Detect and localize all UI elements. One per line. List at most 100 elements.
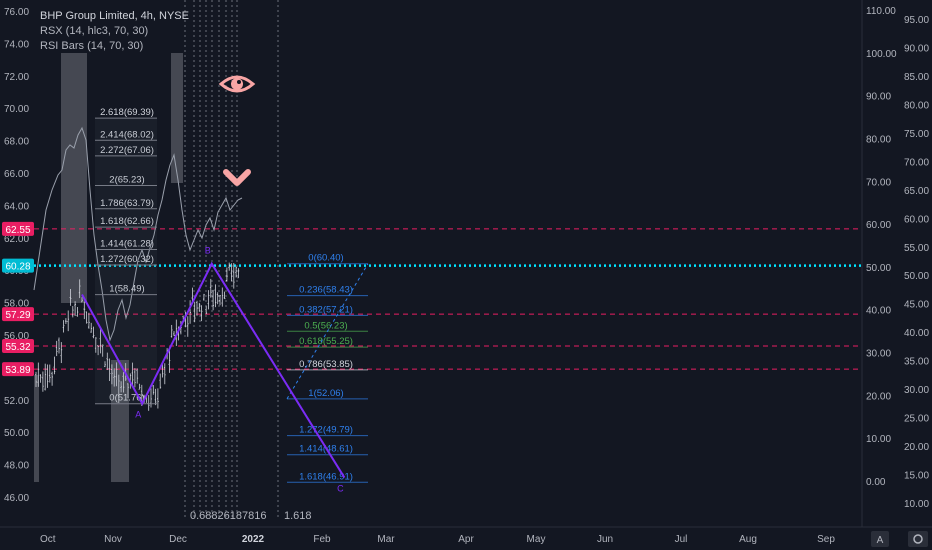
time-tick-label: Oct xyxy=(40,534,56,545)
oversold-zone xyxy=(111,360,129,482)
fib-extension-left: 2.618(69.39) 2.414(68.02) 2.272(67.06) 2(65… xyxy=(95,107,157,405)
price-tick-label: 70.00 xyxy=(4,104,29,115)
rsx-tick-label: 40.00 xyxy=(866,306,891,317)
price-tick-label: 52.00 xyxy=(4,396,29,407)
fib-time-right-label: 1.618 xyxy=(284,510,312,522)
time-tick-label: Apr xyxy=(458,534,474,545)
rsx-line xyxy=(33,126,243,342)
price-badge-label: 57.29 xyxy=(5,310,30,321)
fib-ext-label: 2.272(67.06) xyxy=(100,145,154,156)
price-badge-label: 62.55 xyxy=(5,225,30,236)
rsi-tick-label: 15.00 xyxy=(904,471,929,482)
rsx-tick-label: 90.00 xyxy=(866,92,891,103)
rsi-tick-label: 50.00 xyxy=(904,271,929,282)
time-tick-label: Sep xyxy=(817,534,835,545)
rsi-tick-label: 45.00 xyxy=(904,300,929,311)
rsx-tick-label: 60.00 xyxy=(866,220,891,231)
time-tick-label: Nov xyxy=(104,534,122,545)
time-tick-label: Jun xyxy=(597,534,613,545)
fib-ext-label: 0(51.76) xyxy=(109,393,144,404)
legend-rsi-bars[interactable]: RSI Bars (14, 70, 30) xyxy=(40,40,143,52)
price-tick-label: 64.00 xyxy=(4,201,29,212)
elliott-wave-path: A B C xyxy=(81,246,346,494)
overbought-zone xyxy=(171,53,183,183)
price-tick-label: 58.00 xyxy=(4,299,29,310)
fib-retr-label: 0(60.40) xyxy=(308,253,343,264)
rsx-tick-label: 0.00 xyxy=(866,477,886,488)
price-tick-label: 62.00 xyxy=(4,234,29,245)
price-badge-label: 55.32 xyxy=(5,342,30,353)
eye-icon xyxy=(218,75,256,93)
rsi-tick-label: 40.00 xyxy=(904,328,929,339)
rsx-tick-label: 70.00 xyxy=(866,177,891,188)
settings-button[interactable] xyxy=(908,531,928,547)
fib-retr-label: 0.382(57.21) xyxy=(299,304,353,315)
fib-ext-label: 2.414(68.02) xyxy=(100,129,154,140)
price-badge xyxy=(2,221,34,236)
rsi-tick-label: 90.00 xyxy=(904,43,929,54)
price-tick-label: 76.00 xyxy=(4,7,29,18)
rsx-tick-label: 20.00 xyxy=(866,391,891,402)
fib-ext-label: 1.272(60.32) xyxy=(100,254,154,265)
price-tick-label: 68.00 xyxy=(4,137,29,148)
rsx-tick-label: 110.00 xyxy=(866,6,896,17)
price-tick-label: 56.00 xyxy=(4,331,29,342)
time-tick-label: Jul xyxy=(675,534,688,545)
price-tick-label: 66.00 xyxy=(4,169,29,180)
fib-retr-label: 1(52.06) xyxy=(308,388,343,399)
time-tick-label: Dec xyxy=(169,534,187,545)
price-badge-label: 53.89 xyxy=(5,365,30,376)
wave-label: A xyxy=(135,410,141,420)
fib-ext-area xyxy=(95,118,157,404)
rsi-tick-label: 10.00 xyxy=(904,499,929,510)
auto-scale-label: A xyxy=(877,535,884,546)
rsi-tick-label: 85.00 xyxy=(904,72,929,83)
fib-retr-label: 0.786(53.85) xyxy=(299,359,353,370)
time-tick-label: Aug xyxy=(739,534,757,545)
rsi-tick-label: 35.00 xyxy=(904,357,929,368)
fib-retr-label: 0.236(58.43) xyxy=(299,285,353,296)
fib-ext-label: 1.618(62.66) xyxy=(100,216,154,227)
price-tick-label: 48.00 xyxy=(4,461,29,472)
fib-retr-label: 0.618(55.25) xyxy=(299,336,353,347)
oversold-zone xyxy=(34,375,39,482)
overbought-zone xyxy=(61,53,87,303)
fib-ext-label: 1.414(61.28) xyxy=(100,238,154,249)
rsx-tick-label: 100.00 xyxy=(866,49,897,60)
rsx-tick-label: 10.00 xyxy=(866,434,891,445)
fib-ext-label: 1(58.49) xyxy=(109,284,144,295)
price-badge xyxy=(2,307,34,322)
fib-retr-trend xyxy=(286,263,369,400)
gear-icon xyxy=(913,534,923,544)
legend-rsx[interactable]: RSX (14, hlc3, 70, 30) xyxy=(40,25,148,37)
rsi-tick-label: 80.00 xyxy=(904,100,929,111)
rsi-tick-label: 65.00 xyxy=(904,186,929,197)
price-badge xyxy=(2,362,34,377)
rsx-indicator-line xyxy=(33,126,243,342)
rsi-tick-label: 70.00 xyxy=(904,157,929,168)
rsi-tick-label: 20.00 xyxy=(904,442,929,453)
wave-label: B xyxy=(205,246,211,256)
fib-retr-label: 1.272(49.79) xyxy=(299,425,353,436)
price-tick-label: 72.00 xyxy=(4,72,29,83)
rsx-tick-label: 80.00 xyxy=(866,134,891,145)
rsi-tick-label: 60.00 xyxy=(904,214,929,225)
rsi-tick-label: 55.00 xyxy=(904,243,929,254)
fib-retr-label: 1.618(46.91) xyxy=(299,471,353,482)
price-tick-label: 50.00 xyxy=(4,428,29,439)
wave-line xyxy=(81,261,346,479)
fib-ext-label: 2(65.23) xyxy=(109,174,144,185)
auto-scale-button[interactable]: A xyxy=(871,531,889,547)
price-badge xyxy=(2,339,34,354)
fib-retr-label: 0.5(56.23) xyxy=(304,320,347,331)
time-tick-label: May xyxy=(527,534,546,545)
time-tick-label: Feb xyxy=(313,534,331,545)
rsi-tick-label: 95.00 xyxy=(904,15,929,26)
wave-label: C xyxy=(337,484,344,494)
fib-ext-label: 2.618(69.39) xyxy=(100,107,154,118)
price-badge xyxy=(2,258,34,273)
